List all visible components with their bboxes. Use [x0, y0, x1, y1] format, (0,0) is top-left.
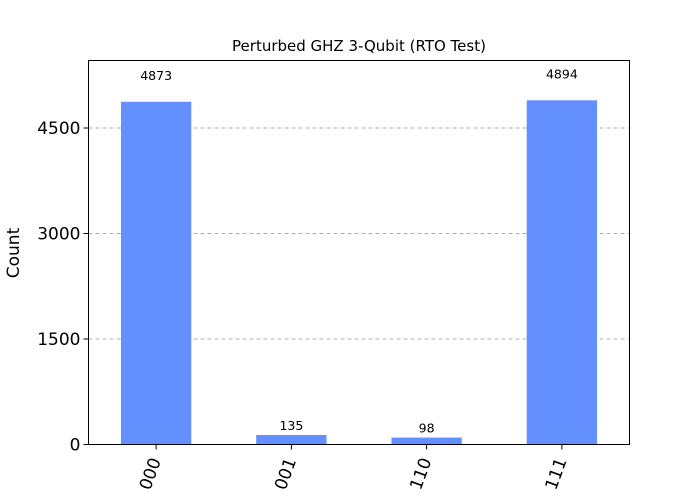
y-tick-label: 0	[70, 436, 81, 456]
bar-111	[526, 100, 598, 445]
plot-area-frame	[88, 60, 630, 445]
y-tick-label: 3000	[37, 225, 80, 245]
bars	[120, 100, 598, 445]
y-axis-ticks: 0 1500 3000 4500	[37, 119, 89, 456]
bar-value-label-110: 98	[419, 421, 435, 436]
bar-value-labels: 4873 135 98 4894	[140, 66, 578, 435]
chart-title: Perturbed GHZ 3-Qubit (RTO Test)	[232, 37, 486, 55]
x-tick-label-110: 110	[406, 455, 436, 492]
x-axis-ticks: 000 001 110 111	[136, 444, 572, 493]
x-tick-label-001: 001	[271, 455, 301, 492]
x-tick-label-000: 000	[136, 455, 166, 492]
bar-value-label-001: 135	[279, 418, 303, 433]
x-tick-label-111: 111	[542, 455, 572, 492]
bar-value-label-111: 4894	[546, 66, 578, 81]
bar-value-label-000: 4873	[140, 68, 172, 83]
bar-000	[120, 101, 192, 445]
y-tick-label: 4500	[37, 119, 80, 139]
bar-110	[391, 437, 462, 445]
y-tick-label: 1500	[37, 330, 80, 350]
bar-001	[256, 435, 327, 445]
y-axis-label: Count	[4, 227, 24, 278]
